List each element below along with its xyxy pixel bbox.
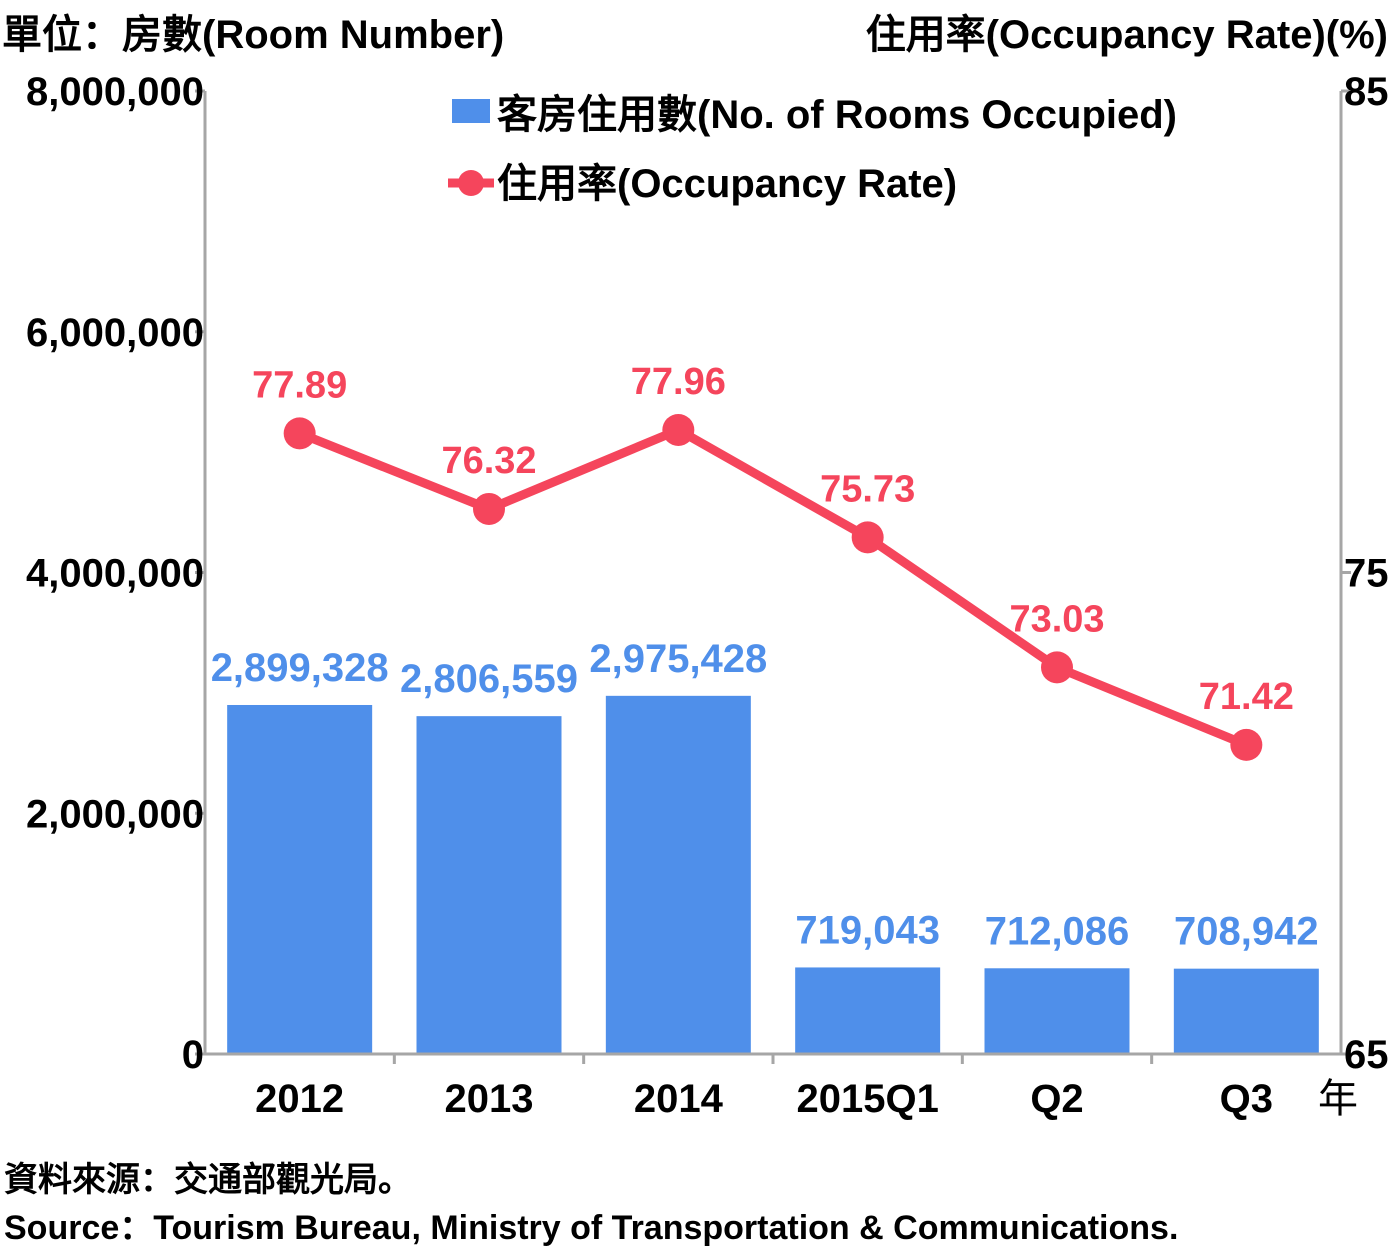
source-zh: 資料來源：交通部觀光局。: [4, 1161, 412, 1199]
line-point-4: [1041, 651, 1073, 684]
x-tick-label-0: 2012: [255, 1077, 344, 1121]
bar-3: [795, 967, 941, 1054]
x-tick-label-3: 2015Q1: [796, 1077, 938, 1121]
source-en: Source：Tourism Bureau, Ministry of Trans…: [4, 1209, 1179, 1247]
legend-bar-swatch: [452, 99, 490, 123]
bar-value-label-4: 712,086: [985, 909, 1130, 953]
line-point-3: [851, 521, 884, 554]
left-tick-label-0: 0: [182, 1033, 204, 1077]
line-point-1: [473, 492, 505, 525]
bar-value-label-1: 2,806,559: [400, 657, 578, 701]
right-axis-unit-label: 住用率(Occupancy Rate)(%): [865, 13, 1388, 57]
line-value-label-4: 73.03: [1009, 598, 1104, 640]
bar-5: [1173, 968, 1319, 1054]
line-value-label-0: 77.89: [252, 364, 347, 406]
x-tick-label-2: 2014: [634, 1077, 724, 1121]
line-value-label-2: 77.96: [631, 361, 726, 403]
bar-value-label-3: 719,043: [795, 908, 940, 952]
line-point-0: [283, 417, 316, 450]
occupancy-rate-line: [297, 425, 1249, 750]
legend-line-marker: [458, 170, 484, 196]
bar-1: [416, 716, 562, 1054]
bar-value-label-2: 2,975,428: [589, 637, 767, 681]
bar-2: [605, 695, 751, 1054]
x-axis-unit-label: 年: [1318, 1077, 1358, 1121]
right-tick-label-2: 85: [1344, 70, 1389, 114]
x-tick-label-4: Q2: [1030, 1077, 1083, 1121]
right-tick-label-0: 65: [1344, 1033, 1389, 1077]
bar-value-label-5: 708,942: [1174, 910, 1319, 954]
line-point-5: [1230, 728, 1263, 761]
bar-0: [227, 704, 373, 1054]
left-tick-label-3: 6,000,000: [26, 311, 204, 355]
x-tick-label-1: 2013: [445, 1077, 534, 1121]
left-tick-label-1: 2,000,000: [26, 792, 204, 836]
right-tick-label-1: 75: [1344, 552, 1389, 596]
left-tick-label-4: 8,000,000: [26, 70, 204, 114]
line-value-label-3: 75.73: [820, 468, 915, 510]
line-value-label-5: 71.42: [1199, 676, 1294, 718]
legend-bar-label: 客房住用數(No. of Rooms Occupied): [497, 93, 1177, 137]
line-point-2: [662, 413, 695, 446]
line-value-label-1: 76.32: [441, 440, 536, 482]
legend-line-label: 住用率(Occupancy Rate): [497, 162, 957, 206]
bar-4: [984, 968, 1130, 1054]
x-tick-label-5: Q3: [1220, 1077, 1273, 1121]
left-tick-label-2: 4,000,000: [26, 552, 204, 596]
left-axis-unit-label: 單位：房數(Room Number): [2, 13, 505, 57]
bar-value-label-0: 2,899,328: [211, 646, 389, 690]
